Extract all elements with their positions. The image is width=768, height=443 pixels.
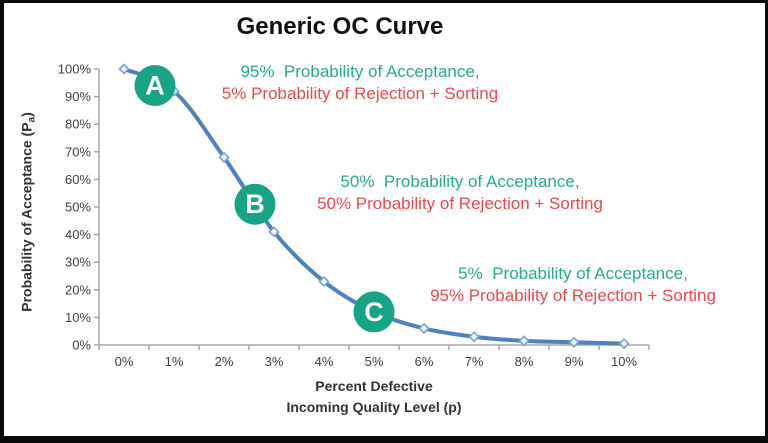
data-point-marker (418, 322, 430, 335)
y-tick-label: 0% (72, 338, 91, 353)
data-point-marker (118, 63, 130, 75)
y-tick-label: 40% (65, 227, 91, 242)
annotation-b-acceptance-text: 50% Probability of Acceptance, (340, 172, 580, 191)
annotation-a-rejection-text: 5% Probability of Rejection + Sorting (221, 84, 499, 103)
y-tick-label: 50% (65, 200, 91, 215)
data-point-marker (568, 336, 580, 348)
x-tick-label: 10% (611, 354, 637, 369)
annotation-point-c: 5% Probability of Acceptance, 95% Probab… (398, 263, 748, 307)
y-tick-label: 20% (65, 282, 91, 297)
point-badge-c-letter: C (364, 297, 384, 327)
annotation-c-acceptance-text: 5% Probability of Acceptance, (458, 264, 688, 283)
x-axis-title: Percent Defective Incoming Quality Level… (99, 376, 649, 418)
y-tick-label: 80% (65, 117, 91, 132)
point-badge-a (134, 65, 176, 107)
x-tick-label: 2% (215, 354, 234, 369)
y-tick-label: 90% (65, 89, 91, 104)
chart-title: Generic OC Curve (236, 13, 444, 40)
x-tick-label: 7% (465, 354, 484, 369)
point-badge-c (353, 291, 395, 333)
data-point-marker (318, 275, 330, 288)
x-tick-label: 0% (115, 354, 134, 369)
x-tick-label: 6% (415, 354, 434, 369)
data-point-marker (618, 337, 630, 350)
x-axis-title-line2: Incoming Quality Level (p) (286, 399, 462, 415)
y-tick-label: 30% (65, 255, 91, 270)
y-tick-label: 70% (65, 144, 91, 159)
x-tick-label: 9% (565, 354, 584, 369)
data-point-marker (468, 331, 480, 343)
point-badge-a-letter: A (145, 71, 165, 101)
annotation-c-rejection-text: 95% Probability of Rejection + Sorting (430, 286, 716, 305)
annotation-a-acceptance-text: 95% Probability of Acceptance, (240, 62, 480, 81)
x-tick-label: 1% (165, 354, 184, 369)
y-tick-label: 100% (58, 62, 92, 77)
y-tick-label: 60% (65, 172, 91, 187)
annotation-point-b: 50% Probability of Acceptance, 50% Proba… (288, 171, 632, 215)
x-tick-label: 5% (365, 354, 384, 369)
y-tick-label: 10% (65, 310, 91, 325)
x-tick-label: 8% (515, 354, 534, 369)
x-axis-title-line1: Percent Defective (315, 378, 433, 394)
data-point-marker (518, 335, 530, 347)
point-badge-b (234, 183, 276, 225)
annotation-point-a: 95% Probability of Acceptance, 5% Probab… (172, 61, 548, 105)
x-tick-label: 3% (265, 354, 284, 369)
point-badge-b-letter: B (245, 189, 265, 219)
annotation-b-rejection-text: 50% Probability of Rejection + Sorting (317, 194, 603, 213)
x-tick-label: 4% (315, 354, 334, 369)
data-point-marker (218, 151, 230, 163)
data-point-marker (268, 226, 280, 238)
